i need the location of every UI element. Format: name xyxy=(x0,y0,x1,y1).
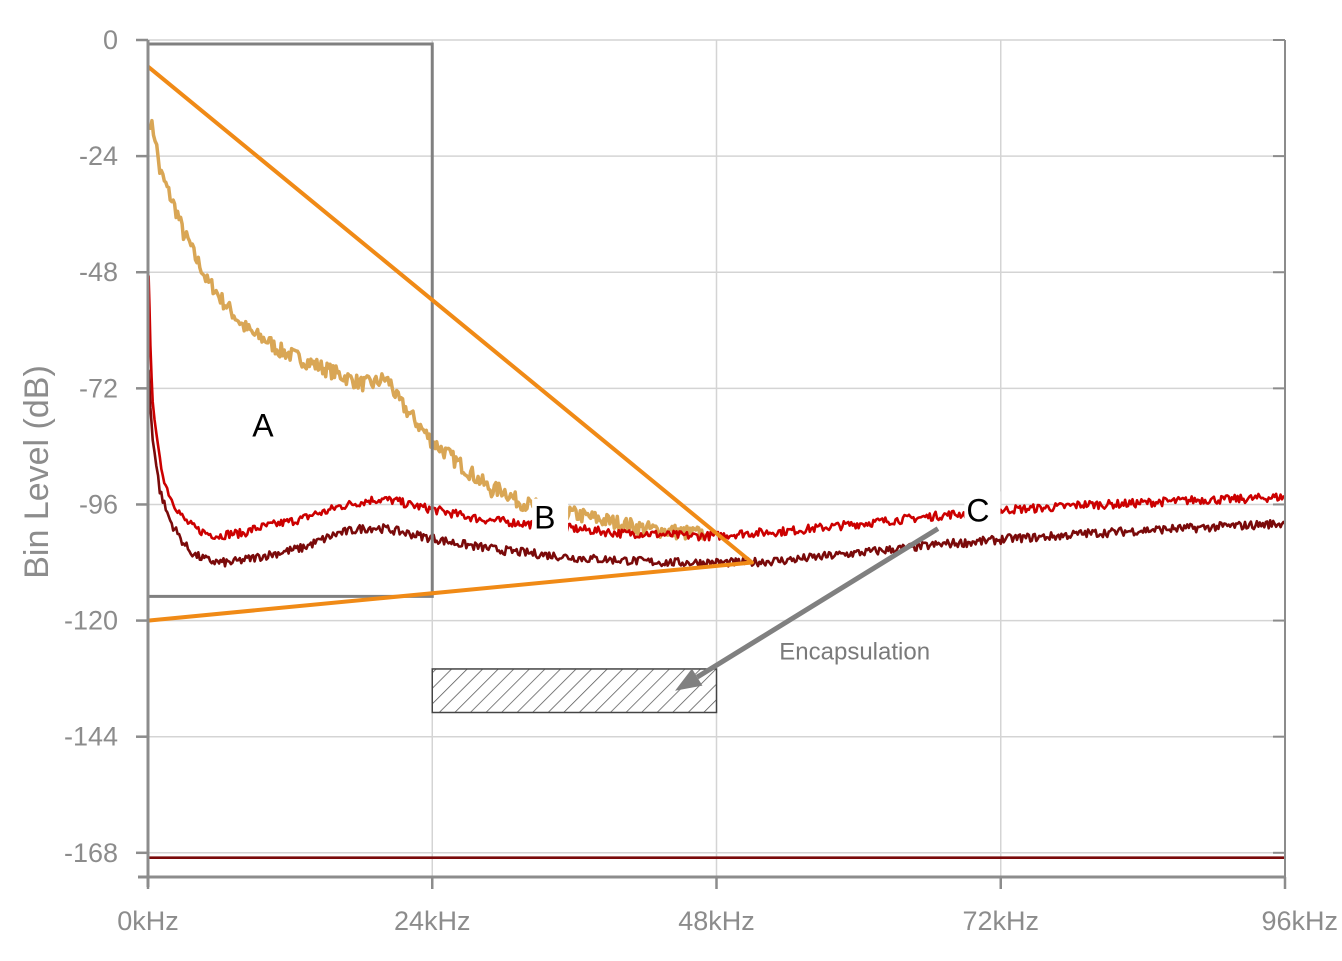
y-tick-label: 0 xyxy=(103,25,118,55)
encapsulation-arrow xyxy=(695,526,940,680)
x-tick-label: 24kHz xyxy=(394,906,471,936)
annotation-label-1: A xyxy=(252,408,274,444)
annotation-label-2: B xyxy=(534,500,555,536)
x-tick-label: 72kHz xyxy=(962,906,1039,936)
x-tick-label: 48kHz xyxy=(678,906,755,936)
y-tick-label: -48 xyxy=(79,257,118,287)
chart-annotations: A B C Encapsulation xyxy=(250,406,1001,665)
triangle-overlay xyxy=(146,65,754,623)
y-tick-label: -96 xyxy=(79,489,118,519)
y-tick-label: -144 xyxy=(64,722,118,752)
hatched-box xyxy=(431,668,718,714)
annotation-label-3: C xyxy=(966,492,989,528)
encapsulation-arrow-head xyxy=(675,668,703,691)
chart-overlays xyxy=(146,42,940,691)
x-tick-label: 0kHz xyxy=(117,906,179,936)
hatched-region xyxy=(431,668,718,714)
label-background xyxy=(250,406,287,449)
chart-grid xyxy=(148,39,1286,877)
chart-tick-labels: 0 -24 -48 -72 -96 -120 -144 -168 0kHz 24kHz 48kHz 7… xyxy=(64,25,1338,936)
series-line-1 xyxy=(148,118,707,541)
y-tick-label: -72 xyxy=(79,373,118,403)
annotation-label-4: Encapsulation xyxy=(779,638,930,665)
label-background xyxy=(964,491,1001,534)
y-tick-label: -24 xyxy=(79,141,118,171)
y-tick-label: -168 xyxy=(64,838,118,868)
label-background xyxy=(532,498,569,541)
chart-axes xyxy=(136,38,1287,889)
region-box xyxy=(146,42,434,598)
series-line-3 xyxy=(147,369,1287,569)
y-tick-label: -120 xyxy=(64,606,118,636)
x-tick-label: 96kHz xyxy=(1261,906,1338,936)
y-axis-title: Bin Level (dB) xyxy=(18,365,56,579)
